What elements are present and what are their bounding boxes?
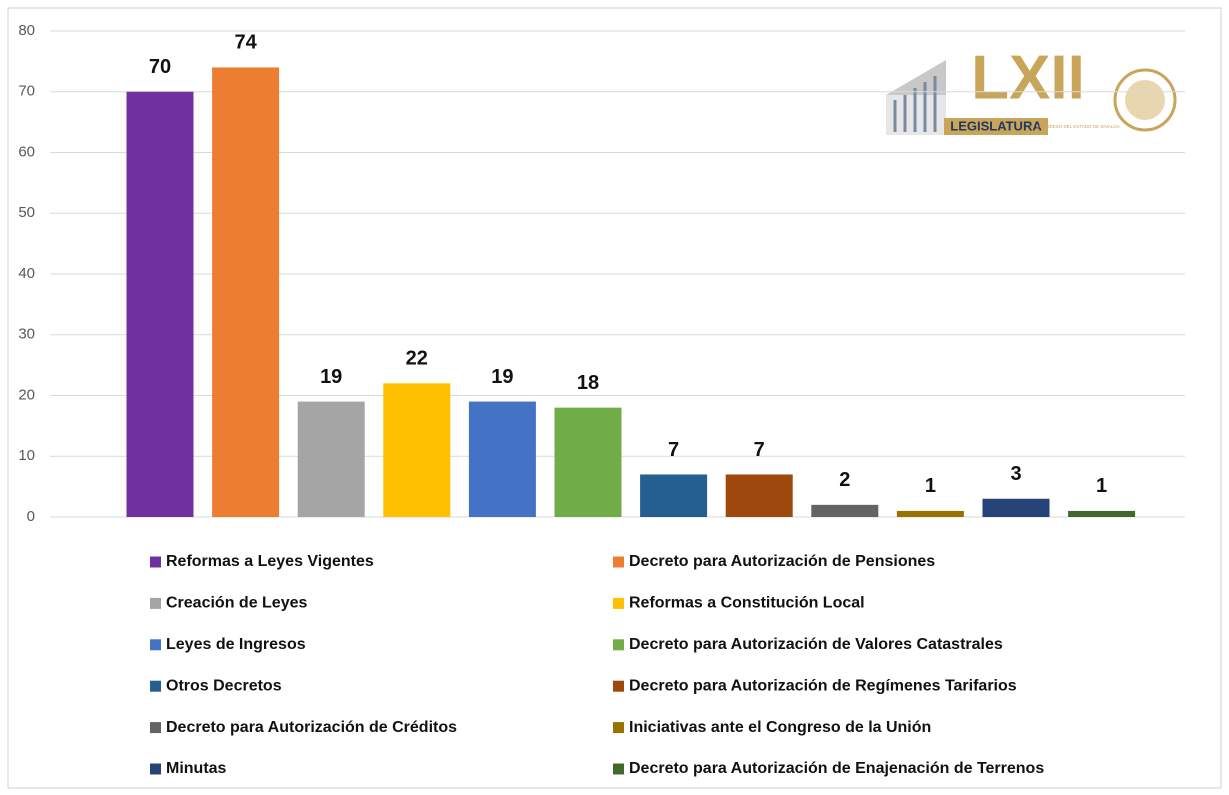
logo-seal-inner	[1125, 80, 1165, 120]
bar	[297, 401, 365, 517]
y-tick-label: 80	[18, 22, 35, 39]
legend-swatch	[150, 722, 161, 734]
logo-seal	[1113, 68, 1177, 132]
bar	[383, 383, 451, 517]
value-label: 70	[149, 56, 171, 78]
legend-swatch	[613, 639, 624, 651]
bar	[725, 474, 793, 517]
logo-roof	[886, 60, 946, 95]
y-tick-label: 40	[18, 265, 35, 282]
legend-swatch	[150, 556, 161, 568]
bar	[1068, 510, 1136, 517]
y-tick-label: 50	[18, 204, 35, 221]
legend-label: Leyes de Ingresos	[166, 636, 306, 653]
legend-label: Reformas a Constitución Local	[629, 595, 865, 612]
y-tick-label: 20	[18, 386, 35, 403]
legend-swatch	[150, 597, 161, 609]
value-label: 7	[668, 439, 679, 461]
logo: LXII LEGISLATURA H. CONGRESO DEL ESTADO …	[886, 43, 1177, 135]
legend-label: Iniciativas ante el Congreso de la Unión	[629, 719, 931, 736]
legend-label: Decreto para Autorización de Regímenes T…	[629, 677, 1017, 694]
bar	[811, 504, 879, 517]
value-label: 19	[320, 366, 342, 388]
legend-label: Otros Decretos	[166, 677, 282, 694]
bar	[554, 407, 622, 517]
legend-swatch	[150, 680, 161, 692]
logo-title: LXII	[971, 43, 1085, 112]
y-tick-label: 30	[18, 326, 35, 343]
value-label: 1	[1096, 475, 1107, 497]
logo-subtitle: LEGISLATURA	[950, 118, 1042, 133]
y-tick-label: 70	[18, 83, 35, 100]
bar	[468, 401, 536, 517]
legend-swatch	[150, 639, 161, 651]
bar	[982, 498, 1050, 517]
bar	[640, 474, 708, 517]
legend-swatch	[613, 763, 624, 775]
value-label: 74	[234, 32, 257, 54]
legend-swatch	[613, 680, 624, 692]
legend-label: Decreto para Autorización de Valores Cat…	[629, 636, 1003, 653]
y-tick-label: 0	[27, 508, 35, 525]
logo-columns	[893, 76, 937, 132]
legend-label: Decreto para Autorización de Créditos	[166, 719, 457, 736]
chart-frame	[7, 7, 1222, 789]
legend-label: Minutas	[166, 760, 227, 777]
value-label: 3	[1010, 463, 1021, 485]
legend-label: Creación de Leyes	[166, 595, 308, 612]
legend-swatch	[613, 597, 624, 609]
legend-swatch	[150, 763, 161, 775]
logo-caption: H. CONGRESO DEL ESTADO DE SINALOA	[1030, 124, 1120, 129]
value-label: 7	[754, 439, 765, 461]
legend-label: Reformas a Leyes Vigentes	[166, 553, 374, 570]
value-label: 19	[491, 366, 513, 388]
y-tick-label: 60	[18, 143, 35, 160]
legend-label: Decreto para Autorización de Enajenación…	[629, 760, 1044, 777]
legend-swatch	[613, 722, 624, 734]
legend-label: Decreto para Autorización de Pensiones	[629, 553, 935, 570]
value-label: 22	[406, 348, 428, 370]
logo-band	[944, 118, 1048, 135]
value-label: 1	[925, 475, 936, 497]
bar	[896, 510, 964, 517]
y-tick-label: 10	[18, 447, 35, 464]
bar	[212, 67, 280, 517]
legend-swatch	[613, 556, 624, 568]
bar	[126, 91, 194, 517]
value-label: 2	[839, 469, 850, 491]
value-label: 18	[577, 372, 599, 394]
